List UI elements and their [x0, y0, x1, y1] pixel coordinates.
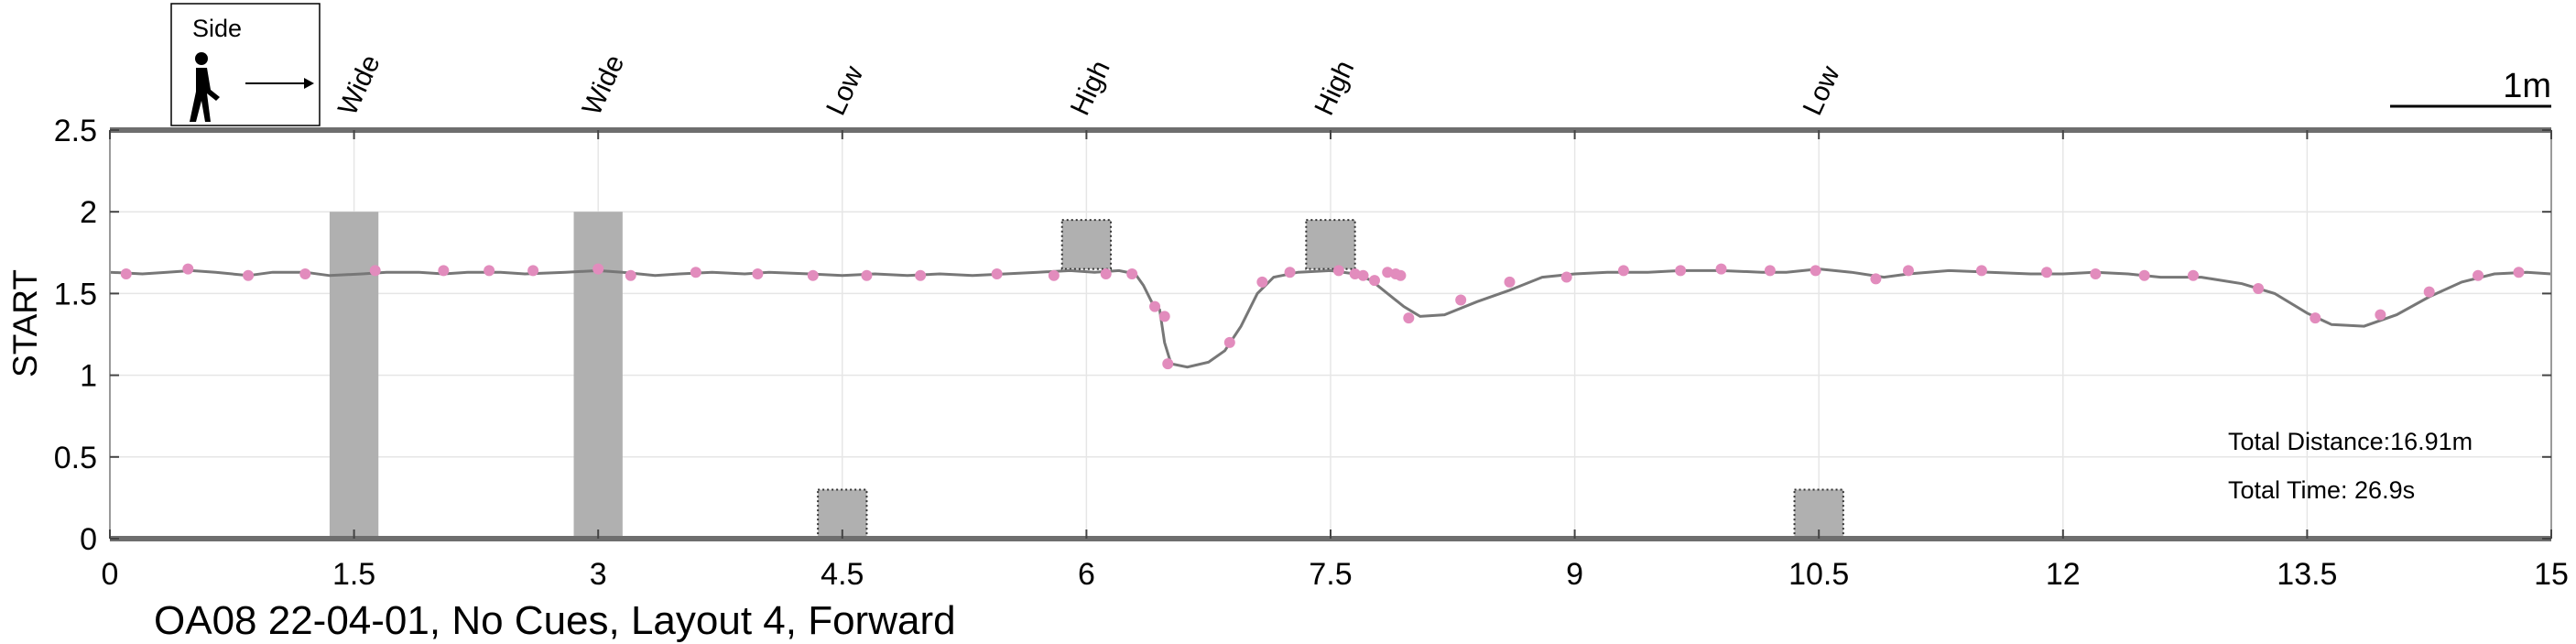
trajectory-markers	[120, 263, 2525, 370]
obstacle-label: Wide	[577, 50, 631, 120]
trajectory-marker	[1403, 312, 1415, 324]
x-tick-label: 12	[2046, 557, 2081, 592]
trajectory-marker	[915, 269, 927, 281]
y-tick-label: 2.5	[54, 114, 97, 148]
trajectory-marker	[752, 267, 764, 279]
trajectory-marker	[369, 265, 381, 277]
y-tick-label: 0.5	[54, 441, 97, 475]
x-tick-label: 13.5	[2277, 557, 2337, 592]
trajectory-marker	[1149, 300, 1161, 312]
obstacle-label: Low	[821, 61, 869, 120]
x-tick-label: 9	[1566, 557, 1583, 592]
obstacle-block	[1305, 219, 1356, 270]
trajectory-marker	[243, 269, 255, 281]
trajectory-marker	[484, 265, 495, 277]
trajectory-marker	[2041, 267, 2053, 278]
y-tick-label: 0	[80, 522, 97, 557]
trajectory-marker	[120, 267, 132, 279]
trajectory-marker	[2423, 286, 2435, 298]
trajectory-marker	[1284, 267, 1296, 278]
trajectory-marker	[1048, 269, 1060, 281]
trajectory-marker	[1349, 267, 1361, 279]
trajectory-marker	[1162, 358, 1174, 370]
trajectory-marker	[2253, 283, 2265, 295]
x-tick-labels: 0 1.5 3 4.5 6 7.5 9 10.5 12 13.5 15	[102, 557, 2569, 592]
x-tick-label: 7.5	[1309, 557, 1352, 592]
trajectory-marker	[1870, 273, 1882, 285]
x-tick-label: 4.5	[821, 557, 864, 592]
legend-view-label: Side	[192, 15, 242, 42]
obstacle-block	[329, 212, 379, 539]
trajectory-marker	[807, 269, 819, 281]
scale-bar: 1m	[2390, 67, 2551, 108]
trajectory-marker	[1158, 311, 1170, 322]
obstacle-label: Wide	[332, 50, 386, 120]
trajectory-marker	[2375, 309, 2386, 321]
trajectory-marker	[1100, 267, 1112, 279]
y-tick-labels: 0 0.5 1 1.5 2 2.5	[54, 114, 97, 557]
obstacle-label: Low	[1798, 61, 1846, 120]
trajectory-marker	[991, 267, 1003, 279]
obstacle-block	[573, 212, 623, 539]
trajectory-marker	[1902, 265, 1914, 277]
axes-frame	[109, 127, 2552, 541]
trajectory-marker	[1810, 265, 1821, 277]
x-tick-label: 10.5	[1788, 557, 1849, 592]
trajectory-marker	[1675, 265, 1687, 277]
trajectory-marker	[2473, 269, 2484, 281]
x-tick-label: 15	[2534, 557, 2569, 592]
trajectory-marker	[1560, 271, 1572, 283]
obstacle-label: High	[1065, 56, 1116, 120]
grid	[109, 129, 2552, 540]
direction-arrow-icon	[245, 78, 314, 89]
trajectory-marker	[2187, 269, 2199, 281]
x-tick-label: 3	[590, 557, 607, 592]
trajectory-marker	[1395, 269, 1407, 281]
trajectory-marker	[1126, 267, 1138, 279]
y-tick-label: 1.5	[54, 277, 97, 311]
x-tick-label: 6	[1078, 557, 1095, 592]
x-tick-label: 1.5	[332, 557, 375, 592]
trajectory-marker	[1382, 267, 1394, 278]
trajectory-marker	[690, 267, 701, 278]
trajectory-marker	[299, 267, 311, 279]
x-tick-label: 0	[102, 557, 119, 592]
trajectory-marker	[1617, 265, 1629, 277]
trajectory-marker	[625, 269, 636, 281]
trajectory-marker	[2513, 267, 2525, 278]
obstacle-label: High	[1309, 56, 1360, 120]
total-distance-label: Total Distance:16.91m	[2228, 428, 2473, 455]
walking-person-icon	[190, 52, 220, 122]
y-axis-label: START	[6, 269, 44, 377]
trajectory-marker	[1368, 275, 1380, 287]
trajectory-marker	[592, 263, 604, 275]
y-tick-label: 2	[80, 195, 97, 230]
view-legend: Side	[170, 3, 321, 126]
trajectory-marker	[1223, 336, 1235, 348]
trajectory-marker	[182, 263, 194, 275]
trajectory-marker	[1764, 265, 1776, 277]
trajectory-marker	[1975, 265, 1987, 277]
scale-bar-label: 1m	[2503, 67, 2551, 105]
obstacle-labels: Wide Wide Low High High Low	[332, 50, 1846, 120]
chart-title: OA08 22-04-01, No Cues, Layout 4, Forwar…	[154, 598, 956, 643]
trajectory-marker	[1455, 294, 1467, 306]
trajectory-marker	[1715, 263, 1727, 275]
trajectory-marker	[2090, 267, 2102, 279]
trajectory-marker	[1504, 276, 1516, 288]
total-time-label: Total Time: 26.9s	[2228, 476, 2415, 504]
trajectory-marker	[1256, 276, 1268, 288]
trajectory-marker	[861, 269, 873, 281]
y-tick-label: 1	[80, 359, 97, 394]
trajectory-marker	[2138, 269, 2150, 281]
trajectory-marker	[438, 265, 450, 277]
trajectory-marker	[2310, 312, 2321, 324]
trajectory-marker	[527, 265, 539, 277]
trajectory-marker	[1357, 269, 1369, 281]
obstacle-block	[1060, 219, 1113, 270]
trajectory-marker	[1332, 265, 1344, 277]
